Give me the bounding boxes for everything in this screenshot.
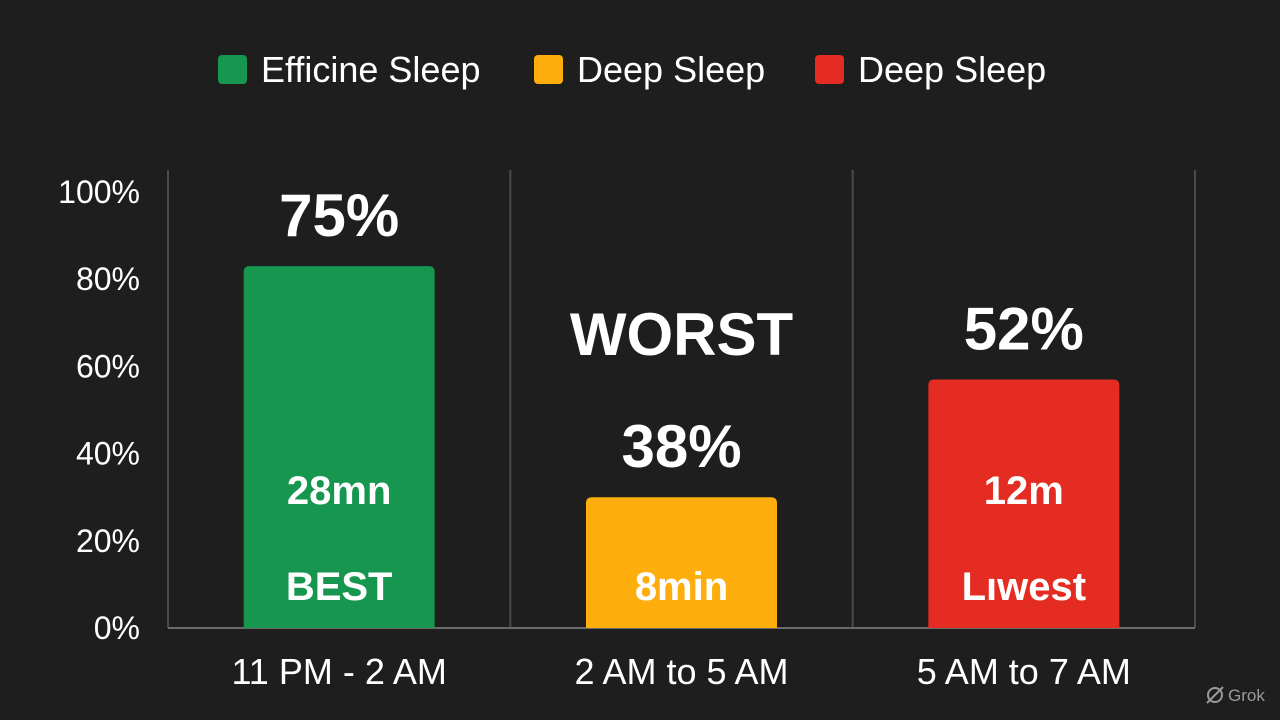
bar-inner-label: 12m <box>984 469 1064 513</box>
y-tick-label: 100% <box>58 174 140 210</box>
bars <box>243 266 1120 628</box>
legend-swatch <box>815 55 844 84</box>
y-tick-label: 40% <box>76 436 140 472</box>
legend-label: Deep Sleep <box>577 49 765 90</box>
watermark: Grok <box>1206 686 1265 705</box>
y-tick-label: 60% <box>76 348 140 384</box>
legend-label: Efficine Sleep <box>261 49 480 90</box>
bar-inner-label: Lıwest <box>962 565 1086 609</box>
x-axis: 11 PM - 2 AM 2 AM to 5 AM 5 AM to 7 AM <box>231 651 1130 692</box>
y-tick-label: 80% <box>76 261 140 297</box>
x-tick-label: 2 AM to 5 AM <box>574 651 788 692</box>
bar-inner-label: 28mn <box>287 469 392 513</box>
bar <box>243 266 435 628</box>
x-tick-label: 11 PM - 2 AM <box>231 651 446 692</box>
bar <box>928 379 1120 628</box>
bar-top-label: 38% <box>621 413 741 480</box>
bar <box>586 497 777 628</box>
y-tick-label: 20% <box>76 523 140 559</box>
bar-inner-label: 8min <box>635 565 728 609</box>
x-tick-label: 5 AM to 7 AM <box>917 651 1131 692</box>
legend-swatch <box>218 55 247 84</box>
watermark-text: Grok <box>1228 686 1265 705</box>
bar-inner-label: BEST <box>286 565 393 609</box>
y-axis: 100% 80% 60% 40% 20% 0% <box>58 174 140 646</box>
y-tick-label: 0% <box>94 610 140 646</box>
bar-top-label: WORST <box>570 301 793 368</box>
bar-top-label: 75% <box>279 182 399 249</box>
legend-label: Deep Sleep <box>858 49 1046 90</box>
grok-logo-icon <box>1206 686 1224 704</box>
legend: Efficine Sleep Deep Sleep Deep Sleep <box>218 49 1046 90</box>
legend-swatch <box>534 55 563 84</box>
bar-labels: 75% 28mn BEST WORST 38% 8min 52% 12m Lıwest <box>279 182 1086 609</box>
bar-top-label: 52% <box>964 295 1084 362</box>
